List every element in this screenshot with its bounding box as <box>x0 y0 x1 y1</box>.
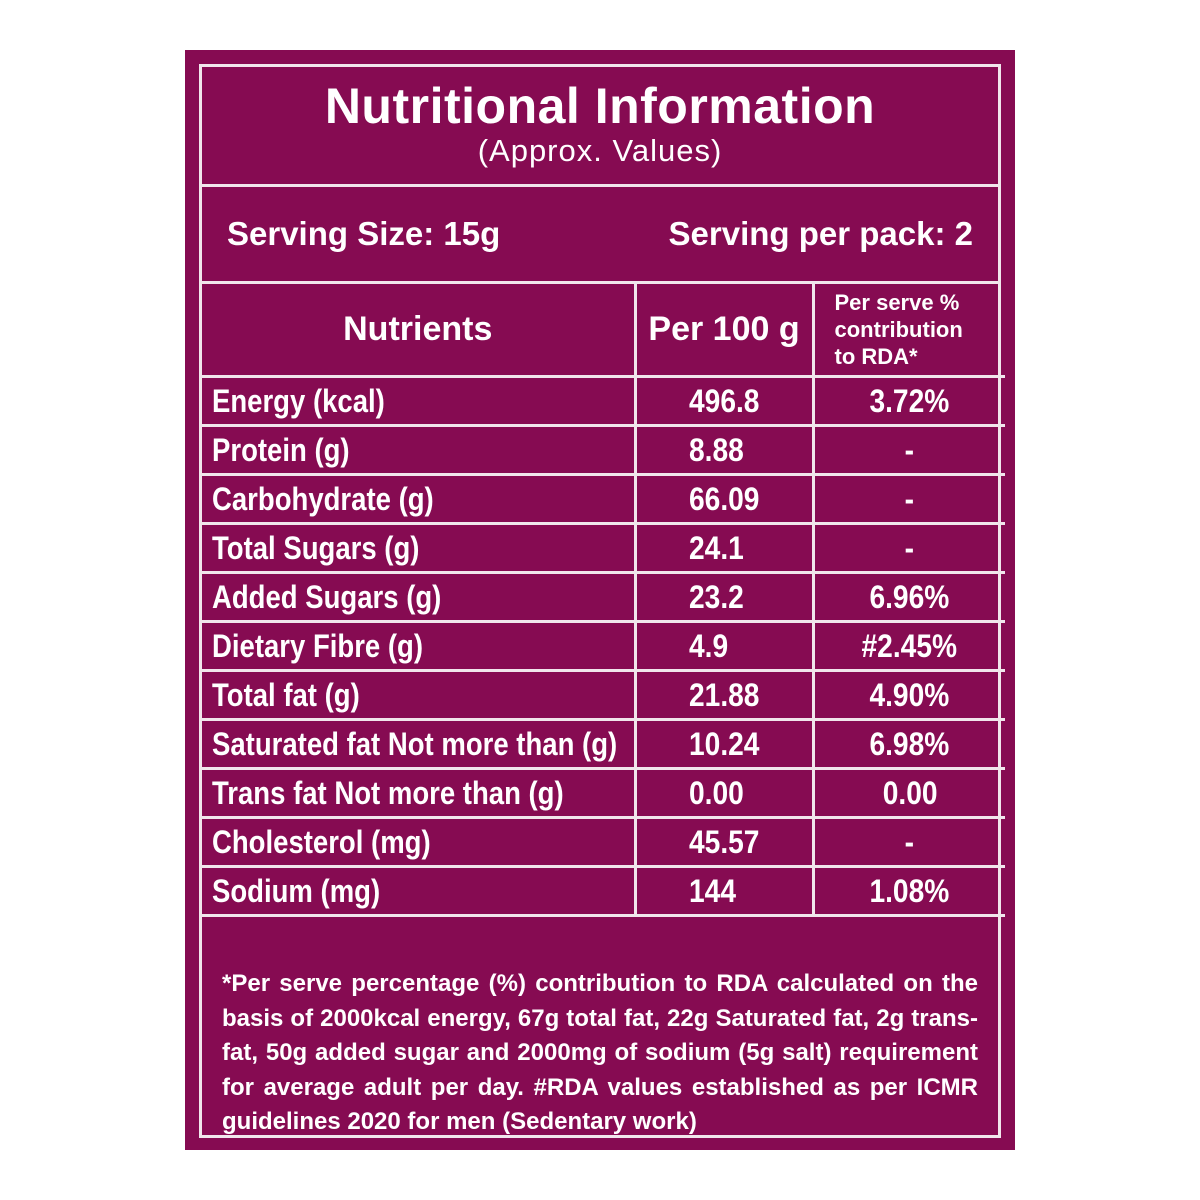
table-row: Trans fat Not more than (g) 0.00 0.00 <box>202 767 1005 819</box>
nutrient-name: Dietary Fibre (g) <box>212 627 424 664</box>
page-title: Nutritional Information <box>324 78 876 134</box>
rda-value: 3.72% <box>869 382 950 419</box>
rda-value-cell: - <box>811 816 1005 868</box>
rda-value-cell: - <box>811 424 1005 476</box>
per-100g-value-cell: 23.2 <box>633 571 815 623</box>
nutrient-name: Trans fat Not more than (g) <box>212 774 564 811</box>
table-row: Carbohydrate (g) 66.09 - <box>202 473 1005 525</box>
per-100g-value: 45.57 <box>688 823 759 860</box>
table-header-row: Nutrients Per 100 g Per serve % contribu… <box>202 284 1005 378</box>
per-100g-value-cell: 45.57 <box>633 816 815 868</box>
nutrient-name-cell: Cholesterol (mg) <box>202 816 637 868</box>
rda-value-cell: 0.00 <box>811 767 1005 819</box>
per-100g-value: 144 <box>688 872 736 909</box>
nutrient-name: Carbohydrate (g) <box>212 480 434 517</box>
per-100g-value-cell: 144 <box>633 865 815 917</box>
rda-value: 1.08% <box>869 872 950 909</box>
rda-value: - <box>905 529 915 566</box>
per-100g-value: 0.00 <box>688 774 744 811</box>
per-100g-value: 23.2 <box>688 578 744 615</box>
per-100g-value: 21.88 <box>688 676 759 713</box>
per-100g-value: 4.9 <box>688 627 728 664</box>
rda-value: 6.98% <box>869 725 950 762</box>
header-rda: Per serve % contribution to RDA* <box>811 284 1005 378</box>
per-100g-value: 66.09 <box>688 480 759 517</box>
footnote: *Per serve percentage (%) contribution t… <box>222 970 978 1135</box>
nutrient-name: Saturated fat Not more than (g) <box>212 725 618 762</box>
rda-value-cell: 6.98% <box>811 718 1005 770</box>
rda-value: - <box>905 823 915 860</box>
servings-per-pack: Serving per pack: 2 <box>668 215 973 252</box>
header-rda-line1: Per serve % <box>834 290 960 315</box>
nutrition-label: Nutritional Information (Approx. Values)… <box>185 50 1015 1150</box>
per-100g-value: 24.1 <box>688 529 744 566</box>
nutrition-table: Nutrients Per 100 g Per serve % contribu… <box>202 284 1005 917</box>
divider <box>202 281 998 284</box>
nutrient-name-cell: Total Sugars (g) <box>202 522 637 574</box>
per-100g-value-cell: 496.8 <box>633 375 815 427</box>
nutrient-name-cell: Total fat (g) <box>202 669 637 721</box>
nutrient-name-cell: Trans fat Not more than (g) <box>202 767 637 819</box>
label-frame: Nutritional Information (Approx. Values)… <box>199 64 1005 1138</box>
nutrient-name: Energy (kcal) <box>212 382 385 419</box>
header-per-100g: Per 100 g <box>633 284 815 378</box>
nutrient-name-cell: Carbohydrate (g) <box>202 473 637 525</box>
table-row: Total fat (g) 21.88 4.90% <box>202 669 1005 721</box>
nutrient-name: Total Sugars (g) <box>212 529 420 566</box>
nutrient-name: Added Sugars (g) <box>212 578 442 615</box>
per-100g-value: 10.24 <box>688 725 759 762</box>
rda-value-cell: - <box>811 522 1005 574</box>
header-nutrients: Nutrients <box>202 284 637 378</box>
per-100g-value-cell: 4.9 <box>633 620 815 672</box>
table-row: Saturated fat Not more than (g) 10.24 6.98… <box>202 718 1005 770</box>
rda-value-cell: 1.08% <box>811 865 1005 917</box>
nutrient-name-cell: Saturated fat Not more than (g) <box>202 718 637 770</box>
table-row: Cholesterol (mg) 45.57 - <box>202 816 1005 868</box>
table-row: Energy (kcal) 496.8 3.72% <box>202 375 1005 427</box>
table-row: Protein (g) 8.88 - <box>202 424 1005 476</box>
nutrient-name-cell: Dietary Fibre (g) <box>202 620 637 672</box>
nutrient-name-cell: Added Sugars (g) <box>202 571 637 623</box>
rda-value: 6.96% <box>869 578 950 615</box>
table-row: Sodium (mg) 144 1.08% <box>202 865 1005 917</box>
rda-value: 0.00 <box>882 774 938 811</box>
divider <box>202 184 998 187</box>
rda-value: 4.90% <box>869 676 950 713</box>
per-100g-value-cell: 66.09 <box>633 473 815 525</box>
rda-value: - <box>905 431 915 468</box>
per-100g-value-cell: 21.88 <box>633 669 815 721</box>
table-row: Total Sugars (g) 24.1 - <box>202 522 1005 574</box>
table-row: Dietary Fibre (g) 4.9 #2.45% <box>202 620 1005 672</box>
nutrient-name: Total fat (g) <box>212 676 360 713</box>
nutrient-name: Cholesterol (mg) <box>212 823 431 860</box>
per-100g-value-cell: 0.00 <box>633 767 815 819</box>
nutrient-name-cell: Protein (g) <box>202 424 637 476</box>
nutrient-name: Protein (g) <box>212 431 350 468</box>
nutrient-name-cell: Sodium (mg) <box>202 865 637 917</box>
per-100g-value: 496.8 <box>688 382 759 419</box>
rda-value-cell: 4.90% <box>811 669 1005 721</box>
header-rda-line3: to RDA* <box>834 344 918 369</box>
per-100g-value-cell: 8.88 <box>633 424 815 476</box>
page-subtitle: (Approx. Values) <box>477 133 723 168</box>
rda-value-cell: 3.72% <box>811 375 1005 427</box>
rda-value-cell: #2.45% <box>811 620 1005 672</box>
serving-size: Serving Size: 15g <box>227 215 501 252</box>
per-100g-value-cell: 24.1 <box>633 522 815 574</box>
serving-info: Serving Size: 15g Serving per pack: 2 <box>202 187 998 281</box>
nutrient-name-cell: Energy (kcal) <box>202 375 637 427</box>
rda-value-cell: 6.96% <box>811 571 1005 623</box>
rda-value: #2.45% <box>861 627 958 664</box>
per-100g-value: 8.88 <box>688 431 744 468</box>
nutrient-name: Sodium (mg) <box>212 872 381 909</box>
title-block: Nutritional Information (Approx. Values) <box>202 67 998 184</box>
header-rda-line2: contribution <box>834 317 963 342</box>
table-row: Added Sugars (g) 23.2 6.96% <box>202 571 1005 623</box>
rda-value: - <box>905 480 915 517</box>
rda-value-cell: - <box>811 473 1005 525</box>
per-100g-value-cell: 10.24 <box>633 718 815 770</box>
